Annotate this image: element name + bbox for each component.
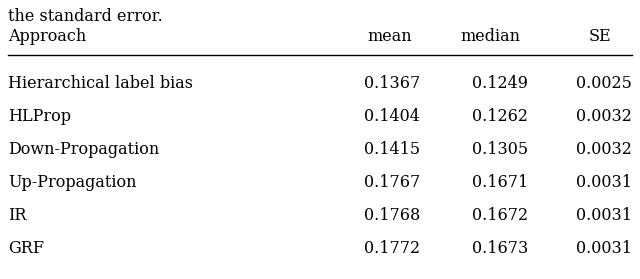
Text: the standard error.: the standard error. (8, 8, 163, 25)
Text: 0.1768: 0.1768 (364, 207, 420, 224)
Text: 0.1262: 0.1262 (472, 108, 528, 125)
Text: 0.1672: 0.1672 (472, 207, 528, 224)
Text: 0.1415: 0.1415 (364, 141, 420, 158)
Text: Approach: Approach (8, 28, 86, 45)
Text: 0.1673: 0.1673 (472, 240, 528, 257)
Text: HLProp: HLProp (8, 108, 71, 125)
Text: 0.0031: 0.0031 (576, 207, 632, 224)
Text: 0.1671: 0.1671 (472, 174, 528, 191)
Text: 0.0025: 0.0025 (576, 75, 632, 92)
Text: 0.1367: 0.1367 (364, 75, 420, 92)
Text: mean: mean (368, 28, 412, 45)
Text: 0.1404: 0.1404 (364, 108, 420, 125)
Text: 0.1767: 0.1767 (364, 174, 420, 191)
Text: IR: IR (8, 207, 26, 224)
Text: GRF: GRF (8, 240, 44, 257)
Text: 0.1249: 0.1249 (472, 75, 528, 92)
Text: Down-Propagation: Down-Propagation (8, 141, 159, 158)
Text: 0.1305: 0.1305 (472, 141, 528, 158)
Text: Hierarchical label bias: Hierarchical label bias (8, 75, 193, 92)
Text: 0.0031: 0.0031 (576, 240, 632, 257)
Text: 0.1772: 0.1772 (364, 240, 420, 257)
Text: Up-Propagation: Up-Propagation (8, 174, 136, 191)
Text: median: median (460, 28, 520, 45)
Text: 0.0031: 0.0031 (576, 174, 632, 191)
Text: 0.0032: 0.0032 (576, 141, 632, 158)
Text: SE: SE (589, 28, 611, 45)
Text: 0.0032: 0.0032 (576, 108, 632, 125)
